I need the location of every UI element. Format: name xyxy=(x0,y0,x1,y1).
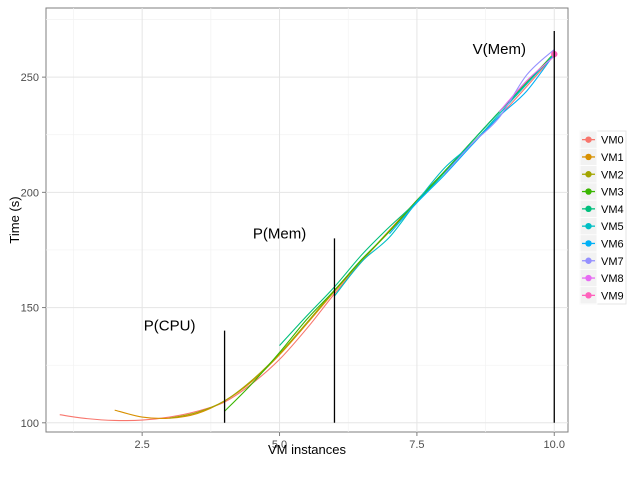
y-axis: 100 150 200 250 xyxy=(21,72,46,430)
legend-key-point xyxy=(585,153,592,161)
legend-key-point xyxy=(585,274,592,282)
legend-label: VM6 xyxy=(601,238,624,250)
y-tick-label: 250 xyxy=(21,72,39,84)
annotation-lines xyxy=(223,31,555,423)
y-tick-label: 100 xyxy=(21,418,39,430)
legend-key-point xyxy=(585,257,592,264)
legend-label: VM3 xyxy=(601,187,624,199)
series-line-vm6 xyxy=(389,53,555,235)
legend-label: VM4 xyxy=(601,204,624,216)
x-axis-label: VM instances xyxy=(268,442,347,457)
legend-key-point xyxy=(585,222,592,230)
legend-label: VM5 xyxy=(601,221,624,233)
legend-key-point xyxy=(585,188,592,195)
x-tick-label: 5.0 xyxy=(272,439,287,451)
legend-key-point xyxy=(585,240,592,247)
y-tick-label: 150 xyxy=(21,303,39,315)
y-axis-label: Time (s) xyxy=(7,196,22,243)
plot-background xyxy=(45,7,569,433)
legend: VM0 VM1 VM2 VM3 VM4 VM5 VM6 VM7 VM8 VM9 xyxy=(579,130,627,305)
legend-label: VM9 xyxy=(601,290,624,302)
legend-label: VM7 xyxy=(601,256,624,268)
legend-label: VM1 xyxy=(601,152,624,164)
series-line-vm7 xyxy=(443,49,555,175)
x-axis: 2.5 5.0 7.5 10.0 xyxy=(135,432,565,451)
series-line-vm8 xyxy=(498,55,555,113)
series-line-vm5 xyxy=(334,53,555,297)
legend-key-point xyxy=(585,292,592,299)
y-tick-label: 200 xyxy=(21,187,39,199)
annotation-label: P(Mem) xyxy=(253,225,306,242)
annotation-label: P(CPU) xyxy=(144,318,196,335)
legend-key-point xyxy=(585,171,592,178)
legend-label: VM8 xyxy=(601,273,624,285)
x-tick-label: 7.5 xyxy=(409,439,424,451)
annotation-label: V(Mem) xyxy=(473,41,526,58)
x-tick-label: 10.0 xyxy=(544,439,565,451)
legend-label: VM2 xyxy=(601,169,624,181)
annotations: P(CPU) P(Mem) V(Mem) xyxy=(144,41,526,335)
legend-label: VM0 xyxy=(601,135,624,147)
x-tick-label: 2.5 xyxy=(135,439,150,451)
legend-key-point xyxy=(585,136,592,143)
legend-key-point xyxy=(585,205,592,213)
